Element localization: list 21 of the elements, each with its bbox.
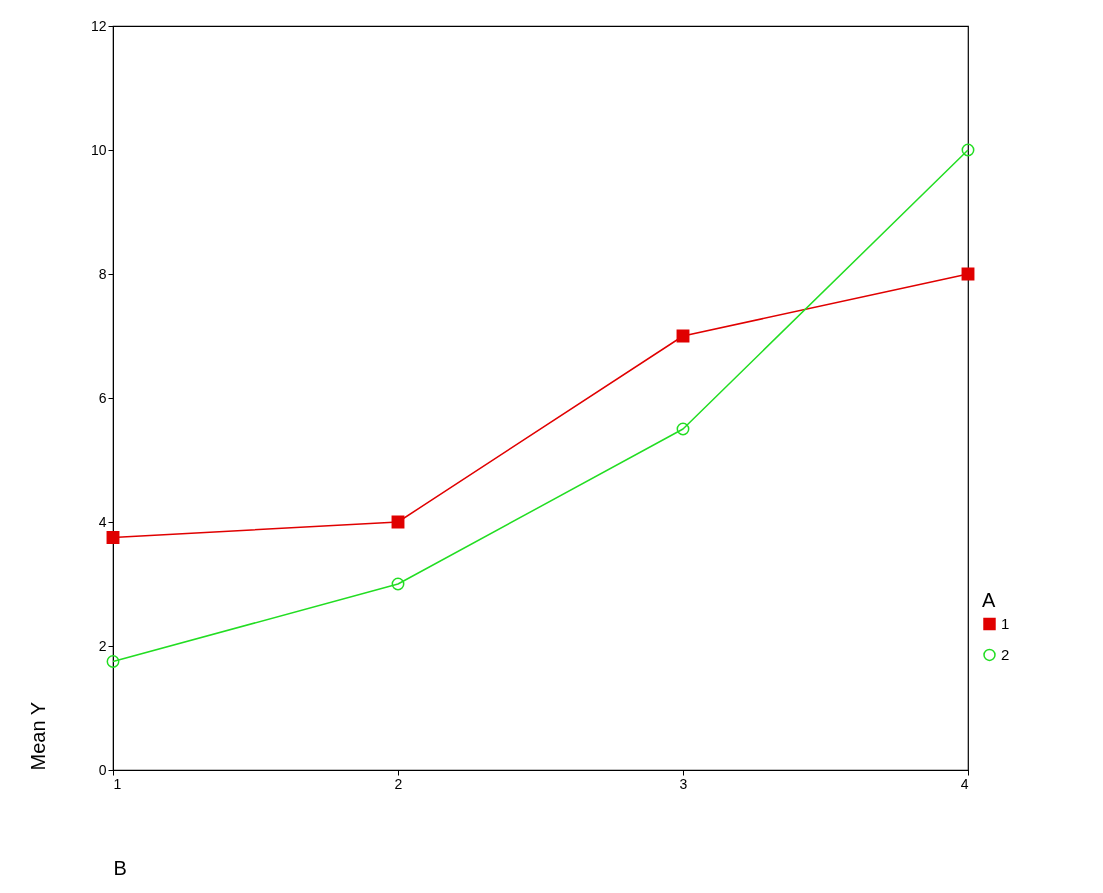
point	[106, 655, 120, 668]
legend-label: 1	[1001, 614, 1010, 632]
x-tick-label: 2	[394, 775, 403, 792]
y-tick-label: 4	[98, 513, 107, 530]
y-tick-label: 6	[98, 389, 107, 406]
x-tick-label: 3	[679, 775, 688, 792]
point	[676, 422, 690, 436]
y-tick-label: 10	[90, 141, 107, 158]
point	[106, 531, 120, 544]
x-axis-title: B	[113, 856, 127, 879]
y-tick-label: 12	[90, 17, 107, 34]
point	[961, 143, 975, 157]
y-tick-label: 0	[98, 761, 107, 778]
legend-label: 2	[1001, 645, 1010, 663]
point	[391, 577, 405, 591]
y-axis-title: Mean Y	[26, 701, 49, 771]
x-tick-label: 1	[113, 775, 122, 792]
x-tick-label: 4	[960, 775, 969, 792]
y-tick-label: 2	[98, 637, 107, 654]
y-tick-label: 8	[98, 265, 107, 282]
legend-title: A	[982, 589, 996, 612]
